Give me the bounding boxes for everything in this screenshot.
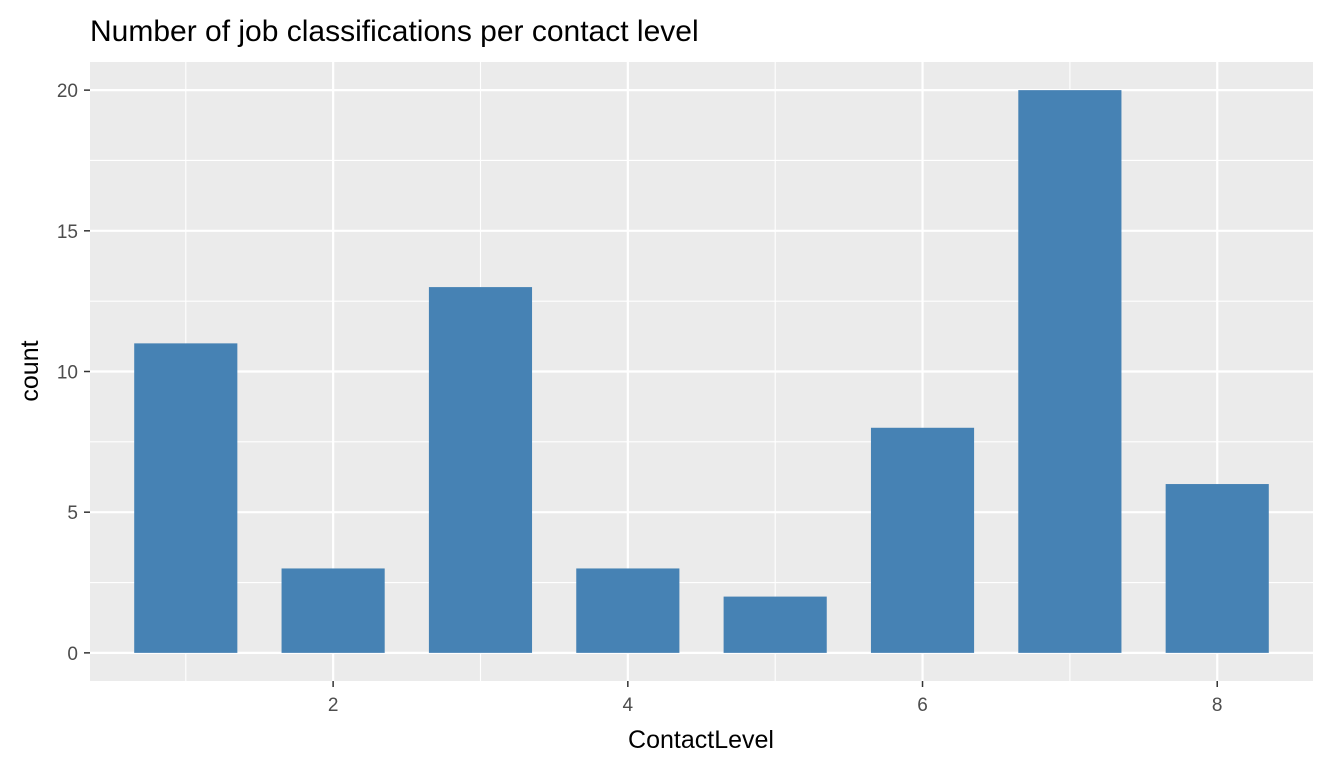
chart-title: Number of job classifications per contac… [90,15,699,48]
bars [134,90,1269,653]
x-tick-label: 8 [1212,695,1223,716]
y-axis-title: count [16,340,44,401]
bar-contact-level-4 [576,568,680,653]
bar-contact-level-2 [281,568,385,653]
bar-contact-level-8 [1165,484,1269,653]
bar-contact-level-3 [428,287,533,653]
y-tick-label: 0 [67,644,78,665]
axis-ticks: 2 4 6 8 0 5 10 15 20 [57,81,1223,716]
y-tick-label: 20 [57,81,78,102]
x-tick-label: 2 [328,695,339,716]
y-tick-label: 5 [67,503,78,524]
bar-contact-level-6 [870,427,975,653]
bar-contact-level-5 [723,596,827,653]
x-axis-title: ContactLevel [628,726,774,754]
bar-contact-level-1 [134,343,238,653]
x-tick-label: 6 [917,695,928,716]
y-tick-label: 10 [57,363,78,384]
bar-contact-level-7 [1018,90,1122,653]
y-tick-label: 15 [57,222,78,243]
x-tick-label: 4 [623,695,634,716]
